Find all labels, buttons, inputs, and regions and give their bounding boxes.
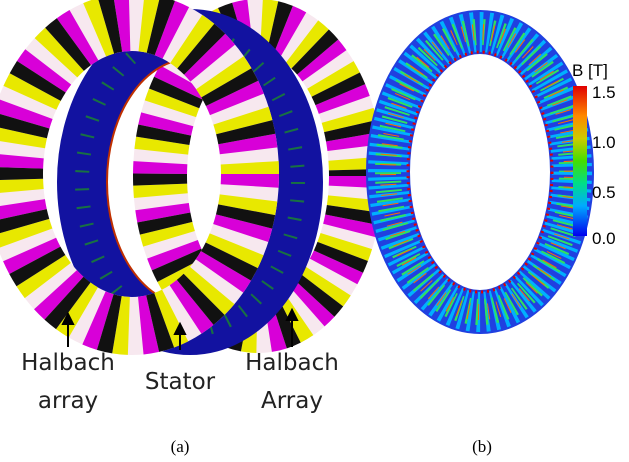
colorbar-tick: 1.5 bbox=[592, 83, 616, 102]
colorbar-title: B [T] bbox=[572, 61, 608, 80]
label: array bbox=[38, 388, 98, 414]
caption: (a) bbox=[171, 437, 190, 456]
label: Halbach bbox=[21, 350, 115, 376]
panel-a-rings bbox=[14, 22, 356, 330]
colorbar bbox=[573, 86, 587, 236]
colorbar-tick: 0.5 bbox=[592, 183, 616, 202]
panel-b-field-ring bbox=[388, 32, 572, 312]
label: Stator bbox=[145, 369, 216, 395]
figure: Halbach array Stator Halbach Array (a) B… bbox=[0, 0, 629, 462]
label: Array bbox=[261, 388, 323, 414]
colorbar-tick: 1.0 bbox=[592, 133, 616, 152]
colorbar-tick: 0.0 bbox=[592, 229, 616, 248]
label: Halbach bbox=[245, 350, 339, 376]
caption: (b) bbox=[472, 437, 492, 456]
